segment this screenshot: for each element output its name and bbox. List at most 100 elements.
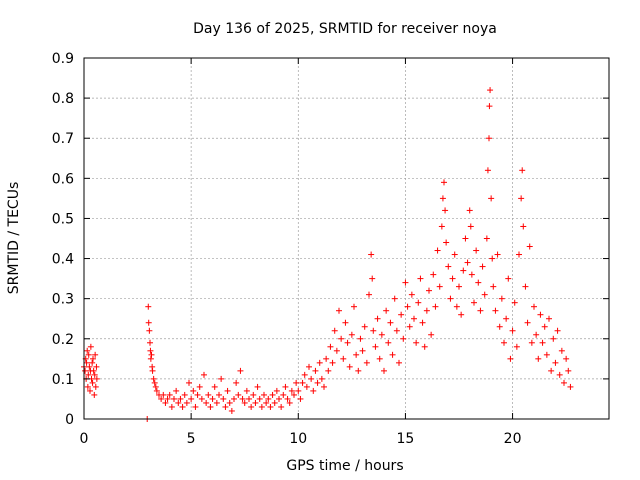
data-point <box>346 363 353 370</box>
data-point <box>487 87 494 94</box>
data-point <box>344 339 351 346</box>
data-point <box>183 399 190 406</box>
data-point <box>391 295 398 302</box>
data-point <box>417 275 424 282</box>
data-point <box>301 371 308 378</box>
data-point <box>92 383 99 390</box>
data-point <box>254 383 261 390</box>
data-point <box>177 395 184 402</box>
data-point <box>342 319 349 326</box>
data-point <box>423 307 430 314</box>
data-point <box>269 391 276 398</box>
data-point <box>203 399 210 406</box>
y-tick-label: 0.6 <box>52 171 74 187</box>
data-point <box>393 327 400 334</box>
data-point <box>295 387 302 394</box>
data-point <box>86 363 93 370</box>
data-point <box>543 351 550 358</box>
data-point <box>419 319 426 326</box>
data-point <box>145 319 152 326</box>
data-point <box>258 403 265 410</box>
data-point <box>445 263 452 270</box>
data-point <box>222 403 229 410</box>
data-point <box>550 335 557 342</box>
data-point <box>490 283 497 290</box>
data-point <box>475 279 482 286</box>
data-point <box>235 391 242 398</box>
data-point <box>548 367 555 374</box>
data-point <box>84 383 91 390</box>
data-point <box>312 367 319 374</box>
data-point <box>406 323 413 330</box>
data-point <box>85 351 92 358</box>
data-point <box>483 235 490 242</box>
data-point <box>147 347 154 354</box>
data-point <box>518 195 525 202</box>
data-point <box>561 379 567 386</box>
data-point <box>366 291 372 298</box>
data-point <box>207 403 214 410</box>
data-point <box>404 303 411 310</box>
x-tick-label: 15 <box>397 431 415 447</box>
data-point <box>519 167 526 174</box>
data-point <box>158 395 165 402</box>
y-tick-label: 0.9 <box>52 51 74 67</box>
data-point <box>486 135 492 142</box>
data-point <box>164 395 171 402</box>
data-point <box>408 291 415 298</box>
data-point <box>505 275 512 282</box>
data-point <box>554 327 561 334</box>
data-point <box>89 359 96 366</box>
data-point <box>471 299 477 306</box>
data-point <box>293 379 300 386</box>
data-point <box>196 383 203 390</box>
data-point <box>93 363 100 370</box>
data-point <box>353 351 360 358</box>
data-point <box>192 403 199 410</box>
data-point <box>310 387 317 394</box>
data-point <box>145 303 152 310</box>
data-point <box>306 363 312 370</box>
data-point <box>248 403 255 410</box>
data-point <box>286 399 293 406</box>
data-point <box>466 207 473 214</box>
data-point <box>239 395 246 402</box>
data-point <box>413 339 420 346</box>
data-point <box>226 399 233 406</box>
data-point <box>511 299 518 306</box>
y-tick-label: 0.8 <box>52 91 74 107</box>
data-point <box>442 207 449 214</box>
data-point <box>299 379 306 386</box>
data-point <box>175 399 182 406</box>
data-point <box>507 355 514 362</box>
data-point <box>231 395 237 402</box>
data-point <box>428 331 435 338</box>
data-point <box>149 367 156 374</box>
data-point <box>213 399 220 406</box>
data-point <box>265 395 272 402</box>
data-point <box>556 371 563 378</box>
x-tick-labels: 0 5 10 15 20 <box>80 431 522 447</box>
data-point <box>194 391 201 398</box>
data-point <box>91 371 98 378</box>
data-point <box>243 387 250 394</box>
data-point <box>513 343 520 350</box>
data-point <box>150 375 157 382</box>
y-tick-label: 0.3 <box>52 292 74 308</box>
data-point <box>421 343 428 350</box>
data-point <box>267 403 274 410</box>
data-point <box>451 251 458 258</box>
data-point <box>261 391 267 398</box>
data-point <box>516 251 522 258</box>
data-point <box>439 195 446 202</box>
data-point <box>276 395 282 402</box>
data-point <box>321 383 327 390</box>
data-point <box>93 375 100 382</box>
data-point <box>565 367 572 374</box>
y-tick-label: 0.7 <box>52 131 74 147</box>
data-point <box>209 395 216 402</box>
data-point <box>278 403 285 410</box>
data-point <box>148 351 155 358</box>
data-point <box>387 319 394 326</box>
